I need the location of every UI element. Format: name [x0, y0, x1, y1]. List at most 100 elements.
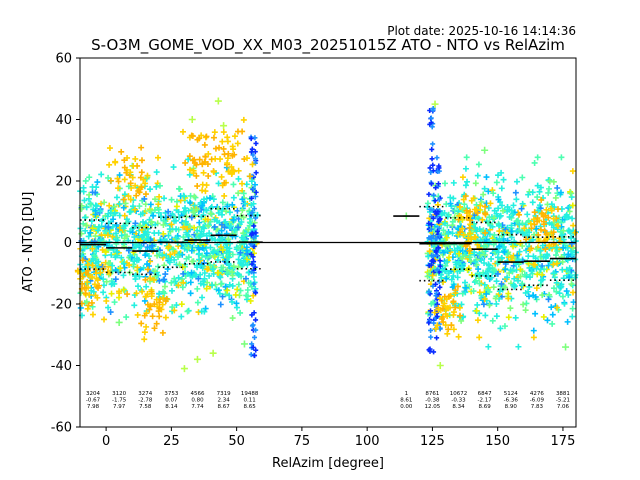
data-point	[89, 245, 96, 252]
data-point	[514, 252, 521, 259]
data-point	[534, 182, 541, 189]
x-tick-label: 175	[551, 434, 576, 449]
data-point	[429, 124, 435, 130]
data-point	[112, 158, 119, 165]
data-point	[210, 270, 217, 277]
data-point	[526, 229, 533, 236]
data-point	[523, 300, 530, 307]
data-point	[125, 193, 132, 200]
data-point	[180, 234, 187, 241]
data-point	[510, 281, 517, 288]
bin-stat-label: 10672	[450, 391, 468, 397]
data-point	[249, 261, 255, 267]
data-point	[203, 250, 210, 257]
data-point	[147, 207, 154, 214]
data-point	[161, 217, 168, 224]
data-point	[439, 305, 446, 312]
data-point	[153, 169, 160, 176]
data-point	[537, 205, 544, 212]
data-point	[234, 286, 241, 293]
data-point	[225, 254, 232, 261]
data-point	[165, 208, 172, 215]
data-point	[138, 184, 145, 191]
data-point	[519, 280, 526, 287]
data-point	[91, 252, 98, 259]
data-point	[204, 254, 211, 261]
data-point	[226, 281, 233, 288]
data-point	[144, 172, 151, 179]
bin-stat-label: 0.00	[400, 404, 413, 410]
data-point	[482, 229, 489, 236]
bin-stat-label: 12.05	[425, 404, 441, 410]
data-point	[78, 205, 85, 212]
data-point	[428, 308, 434, 314]
bin-stat-label: 5124	[504, 391, 518, 397]
data-point	[231, 226, 238, 233]
data-point	[139, 210, 146, 217]
bin-stat-label: 8.67	[217, 404, 230, 410]
data-point	[558, 223, 565, 230]
data-point	[498, 185, 505, 192]
data-point	[478, 199, 485, 206]
data-point	[444, 313, 451, 320]
data-point	[191, 202, 198, 209]
data-point	[187, 290, 194, 297]
x-tick-label: 25	[163, 434, 180, 449]
data-point	[224, 160, 231, 167]
bin-stat-label: 4566	[190, 391, 204, 397]
data-point	[519, 243, 526, 250]
bin-stat-label: -2.78	[138, 398, 153, 404]
data-point	[493, 179, 500, 186]
data-point	[92, 189, 99, 196]
data-point	[425, 253, 432, 260]
data-point	[253, 290, 259, 296]
data-point	[530, 216, 537, 223]
data-point	[541, 227, 548, 234]
data-point	[127, 180, 134, 187]
data-point	[142, 252, 149, 259]
data-point	[232, 291, 239, 298]
data-point	[546, 185, 553, 192]
data-point	[434, 335, 440, 341]
data-point	[458, 263, 465, 270]
data-point	[429, 272, 436, 279]
data-point	[536, 188, 543, 195]
data-point	[195, 251, 202, 258]
data-point	[92, 202, 99, 209]
bin-stat-label: 3204	[86, 391, 100, 397]
data-point	[468, 271, 475, 278]
data-point	[493, 278, 500, 285]
data-point	[90, 224, 97, 231]
data-point	[132, 220, 139, 227]
data-point	[230, 194, 237, 201]
data-point	[543, 206, 550, 213]
data-point	[228, 163, 235, 170]
data-point	[229, 201, 236, 208]
data-point	[91, 281, 98, 288]
data-point	[534, 154, 541, 161]
data-point	[482, 312, 489, 319]
data-point	[527, 274, 534, 281]
data-point	[194, 285, 201, 292]
data-point	[530, 253, 537, 260]
data-point	[130, 162, 137, 169]
data-point	[437, 233, 443, 239]
data-point	[448, 322, 455, 329]
bin-stat-label: -1.75	[112, 398, 127, 404]
data-point	[116, 212, 123, 219]
y-tick-label: 60	[55, 52, 72, 67]
x-tick-label: 0	[102, 434, 110, 449]
data-point	[95, 284, 102, 291]
data-point	[223, 208, 230, 215]
data-point	[120, 204, 127, 211]
data-point	[178, 301, 185, 308]
data-point	[245, 226, 252, 233]
data-point	[168, 196, 175, 203]
data-point	[443, 275, 450, 282]
data-point	[147, 201, 154, 208]
data-point	[229, 272, 236, 279]
data-point	[142, 293, 149, 300]
data-point	[466, 254, 473, 261]
data-point	[516, 221, 523, 228]
scatter-points	[74, 97, 579, 373]
